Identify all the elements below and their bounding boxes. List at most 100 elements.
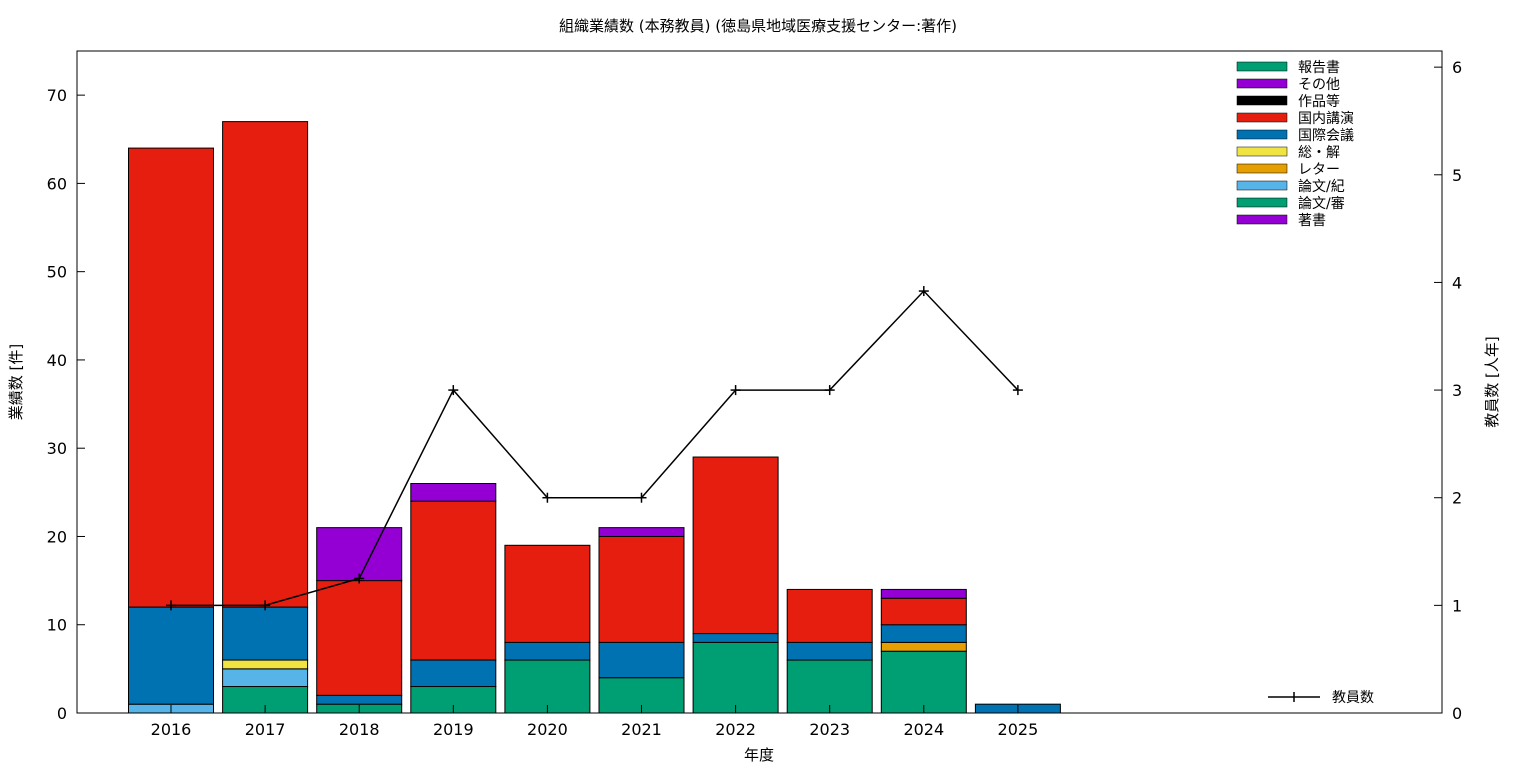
bar-segment [316, 580, 403, 696]
line-point [354, 573, 365, 584]
legend-label: 国内講演 [1298, 111, 1354, 127]
x-tick-label: 2025 [998, 720, 1039, 739]
legend-label: その他 [1298, 77, 1340, 93]
bar-segment [222, 659, 309, 670]
y-tick-label: 70 [47, 86, 67, 105]
legend-label: 論文/審 [1298, 196, 1345, 212]
y-tick-label: 30 [47, 439, 67, 458]
legend-label: 論文/紀 [1298, 179, 1345, 195]
y2-tick-label: 1 [1452, 596, 1462, 615]
line-point [730, 385, 741, 396]
bar-segment [316, 694, 403, 705]
y-tick-label: 20 [47, 527, 67, 546]
bar-segment [128, 147, 214, 608]
y2-tick-label: 4 [1452, 273, 1462, 292]
x-tick-label: 2017 [245, 720, 286, 739]
y2-tick-label: 6 [1452, 58, 1462, 77]
bar-segment [880, 641, 967, 652]
bar-segment [786, 588, 873, 643]
y-tick-label: 10 [47, 616, 67, 635]
y2-axis-label: 教員数 [人年] [1483, 336, 1501, 427]
x-axis-label: 年度 [744, 746, 774, 764]
bar-segment [316, 527, 403, 582]
line-point [636, 492, 647, 503]
y2-tick-label: 3 [1452, 381, 1462, 400]
legend-item: 国際会議 [1236, 127, 1354, 144]
legend-swatch [1236, 163, 1288, 174]
legend-label: 国際会議 [1298, 127, 1354, 144]
legend-swatch [1236, 146, 1288, 157]
legend-swatch [1236, 112, 1288, 123]
bar-segment [692, 456, 779, 635]
line-point [260, 600, 271, 611]
x-tick-label: 2023 [809, 720, 850, 739]
legend-swatch [1236, 78, 1288, 89]
legend-swatch [1236, 214, 1288, 225]
x-tick-label: 2024 [903, 720, 944, 739]
legend-swatch [1236, 197, 1288, 208]
bar-segment [880, 650, 967, 714]
x-tick-label: 2019 [433, 720, 474, 739]
line-point [448, 385, 459, 396]
plot-frame [76, 50, 1443, 714]
y-axis-label: 業績数 [件] [7, 344, 25, 420]
legend-item: その他 [1236, 77, 1340, 93]
y2-tick-label: 5 [1452, 166, 1462, 185]
y2-tick-label: 2 [1452, 489, 1462, 508]
axes-layer: 0 10 20 30 40 50 60 70 0 1 2 3 4 5 6 2016 2017 2018 2019 20… [47, 58, 1463, 739]
bar-segment [410, 659, 497, 688]
legend-item: 報告書 [1236, 60, 1340, 76]
bar-segment [410, 483, 497, 502]
bar-segment [880, 588, 967, 599]
bar-segment [880, 624, 967, 643]
bar-segment [598, 641, 685, 679]
bar-segment [880, 597, 967, 626]
x-tick-label: 2016 [151, 720, 192, 739]
legend-item: 論文/紀 [1236, 179, 1345, 195]
bar-segment [786, 641, 873, 661]
y-tick-label: 50 [47, 263, 67, 282]
legend-item: 総・解 [1236, 145, 1340, 161]
bar-segment [410, 500, 497, 661]
x-tick-label: 2021 [621, 720, 662, 739]
x-tick-label: 2020 [527, 720, 568, 739]
line-point [824, 385, 835, 396]
chart-title: 組織業績数 (本務教員) (徳島県地域医療支援センター:著作) [559, 17, 957, 35]
legend-label: 著書 [1298, 213, 1326, 229]
line-point [918, 286, 929, 297]
line-layer [166, 286, 1023, 611]
bar-segment [598, 535, 685, 643]
legend-label: 作品等 [1298, 93, 1340, 110]
line-series-path [171, 289, 1019, 607]
y-tick-label: 0 [57, 704, 67, 723]
bar-segment [504, 544, 591, 643]
bars-layer [128, 121, 1061, 714]
line-legend: 教員数 [1268, 690, 1374, 706]
line-point [1012, 385, 1023, 396]
legend-item: 論文/審 [1236, 196, 1345, 212]
legend-item: 作品等 [1236, 93, 1340, 110]
legend-item: レター [1236, 162, 1340, 178]
legend-label: レター [1298, 162, 1340, 178]
bar-segment [222, 606, 309, 661]
legend-swatch [1236, 129, 1288, 140]
y2-tick-label: 0 [1452, 704, 1462, 723]
bar-segment [692, 633, 779, 643]
line-point [542, 492, 553, 503]
bar-segment [598, 527, 685, 537]
bar-segment [692, 641, 779, 714]
legend-item: 著書 [1236, 213, 1326, 229]
legend-swatch [1236, 95, 1288, 106]
line-point [166, 600, 176, 611]
bar-segment [504, 659, 591, 714]
legend-label: 総・解 [1298, 145, 1340, 161]
y-tick-label: 60 [47, 174, 67, 193]
line-legend-label: 教員数 [1332, 690, 1374, 706]
bar-segment [128, 606, 214, 705]
legend-swatch [1236, 61, 1288, 72]
legend-item: 国内講演 [1236, 111, 1354, 127]
x-tick-label: 2022 [715, 720, 756, 739]
bar-segment [504, 641, 591, 661]
